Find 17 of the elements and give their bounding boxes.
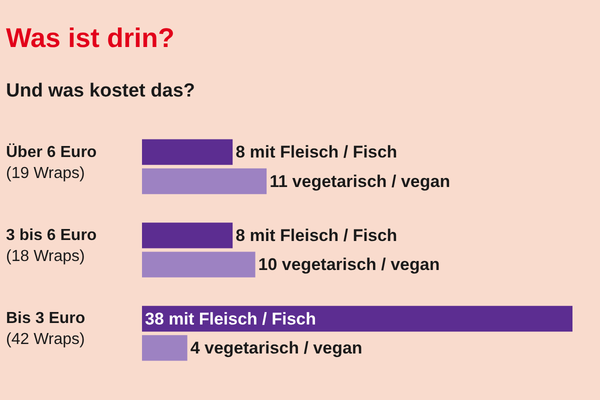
data-label: 11 vegetarisch / vegan: [270, 172, 450, 191]
bar: [142, 252, 256, 278]
data-label: 10 vegetarisch / vegan: [258, 255, 440, 274]
y-tick-label: 3 bis 6 Euro (18 Wraps): [6, 227, 97, 265]
chart-title: Was ist drin?: [6, 22, 175, 53]
y-tick-label: Bis 3 Euro (42 Wraps): [6, 310, 86, 348]
data-label: 4 vegetarisch / vegan: [190, 338, 362, 358]
y-tick-label: Über 6 Euro (19 Wraps): [6, 143, 97, 182]
chart-subtitle: Und was kostet das?: [6, 80, 195, 102]
data-label: 8 mit Fleisch / Fisch: [236, 226, 398, 245]
bar: [142, 222, 233, 248]
bar: [142, 306, 572, 332]
data-label: 38 mit Fleisch / Fisch: [145, 309, 316, 328]
data-label: 8 mit Fleisch / Fisch: [236, 142, 398, 162]
bar: [142, 335, 188, 361]
bar: [142, 139, 233, 165]
bar: [142, 168, 267, 194]
